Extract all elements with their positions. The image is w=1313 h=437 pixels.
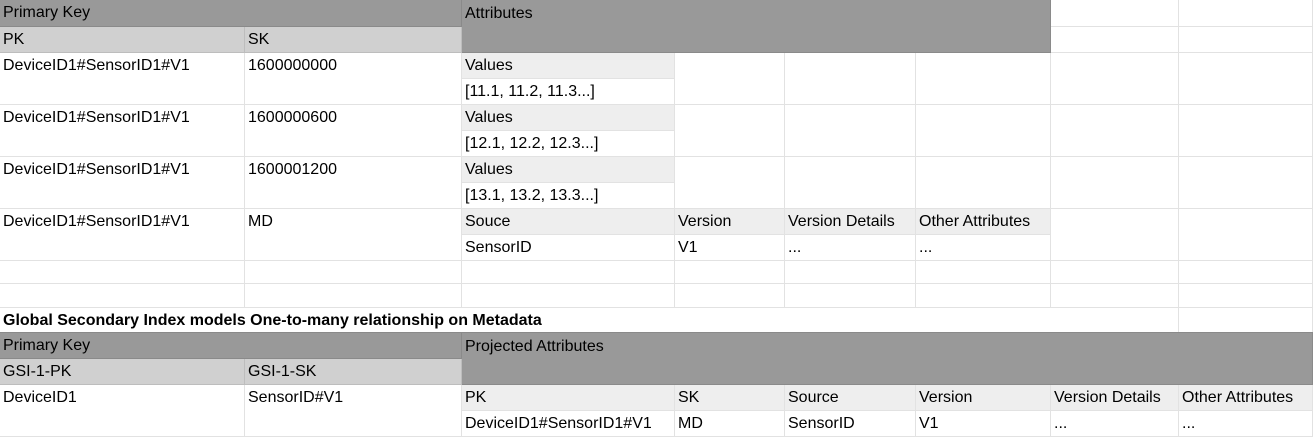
empty-cell[interactable]: [1051, 284, 1179, 308]
empty-cell[interactable]: [916, 105, 1051, 157]
cell-attr-value[interactable]: [12.1, 12.2, 12.3...]: [462, 131, 675, 157]
empty-cell[interactable]: [675, 284, 785, 308]
cell-sk[interactable]: MD: [245, 209, 462, 261]
gsi-section-title[interactable]: Global Secondary Index models One-to-man…: [0, 308, 1179, 332]
cell-attr-label[interactable]: Values: [462, 105, 675, 131]
empty-cell[interactable]: [0, 284, 245, 308]
empty-cell[interactable]: [916, 157, 1051, 209]
column-header-pk[interactable]: PK: [0, 27, 245, 53]
cell-pk[interactable]: DeviceID1#SensorID1#V1: [0, 157, 245, 209]
empty-cell[interactable]: [1179, 308, 1313, 332]
cell-attr-label[interactable]: Source: [785, 385, 916, 411]
cell-attr-value[interactable]: DeviceID1#SensorID1#V1: [462, 411, 675, 437]
empty-cell[interactable]: [1051, 157, 1179, 209]
cell-attr-value[interactable]: ...: [916, 235, 1051, 261]
empty-cell[interactable]: [785, 261, 916, 284]
cell-gsi-pk[interactable]: DeviceID1: [0, 385, 245, 437]
cell-attr-value[interactable]: [11.1, 11.2, 11.3...]: [462, 79, 675, 105]
cell-attr-label[interactable]: Version: [675, 209, 785, 235]
empty-cell[interactable]: [245, 261, 462, 284]
cell-gsi-sk[interactable]: SensorID#V1: [245, 385, 462, 437]
empty-cell[interactable]: [1179, 284, 1313, 308]
cell-attr-value[interactable]: ...: [785, 235, 916, 261]
cell-attr-label[interactable]: Version: [916, 385, 1051, 411]
empty-cell[interactable]: [1179, 261, 1313, 284]
cell-pk[interactable]: DeviceID1#SensorID1#V1: [0, 209, 245, 261]
cell-pk[interactable]: DeviceID1#SensorID1#V1: [0, 105, 245, 157]
empty-cell[interactable]: [1179, 53, 1313, 105]
column-header-sk[interactable]: SK: [245, 27, 462, 53]
empty-cell[interactable]: [785, 53, 916, 105]
empty-cell[interactable]: [1051, 261, 1179, 284]
cell-attr-label[interactable]: PK: [462, 385, 675, 411]
cell-pk[interactable]: DeviceID1#SensorID1#V1: [0, 53, 245, 105]
cell-attr-label[interactable]: SK: [675, 385, 785, 411]
cell-attr-label[interactable]: Values: [462, 53, 675, 79]
empty-cell[interactable]: [1179, 27, 1313, 53]
empty-cell[interactable]: [916, 53, 1051, 105]
attributes-header[interactable]: Attributes: [462, 0, 1051, 53]
cell-attr-value[interactable]: [13.1, 13.2, 13.3...]: [462, 183, 675, 209]
cell-attr-label[interactable]: Version Details: [785, 209, 916, 235]
empty-cell[interactable]: [675, 261, 785, 284]
empty-cell[interactable]: [462, 261, 675, 284]
empty-cell[interactable]: [0, 261, 245, 284]
projected-attributes-header[interactable]: Projected Attributes: [462, 333, 1313, 385]
cell-attr-label[interactable]: Other Attributes: [916, 209, 1051, 235]
empty-cell[interactable]: [675, 157, 785, 209]
cell-attr-value[interactable]: SensorID: [785, 411, 916, 437]
cell-attr-value[interactable]: ...: [1051, 411, 1179, 437]
cell-attr-value[interactable]: MD: [675, 411, 785, 437]
gsi-primary-key-header[interactable]: Primary Key: [0, 333, 462, 359]
empty-cell[interactable]: [1051, 0, 1179, 27]
column-header-gsi-pk[interactable]: GSI-1-PK: [0, 359, 245, 385]
cell-attr-label[interactable]: Version Details: [1051, 385, 1179, 411]
cell-attr-value[interactable]: SensorID: [462, 235, 675, 261]
empty-cell[interactable]: [1051, 209, 1179, 261]
cell-attr-value[interactable]: V1: [675, 235, 785, 261]
cell-attr-label[interactable]: Values: [462, 157, 675, 183]
empty-cell[interactable]: [785, 105, 916, 157]
cell-attr-value[interactable]: V1: [916, 411, 1051, 437]
primary-key-header[interactable]: Primary Key: [0, 0, 462, 27]
table-top-rule: [0, 332, 1313, 333]
cell-attr-label[interactable]: Other Attributes: [1179, 385, 1313, 411]
empty-cell[interactable]: [462, 284, 675, 308]
empty-cell[interactable]: [1051, 53, 1179, 105]
empty-cell[interactable]: [1051, 27, 1179, 53]
empty-cell[interactable]: [245, 284, 462, 308]
empty-cell[interactable]: [785, 157, 916, 209]
column-header-gsi-sk[interactable]: GSI-1-SK: [245, 359, 462, 385]
empty-cell[interactable]: [1179, 157, 1313, 209]
empty-cell[interactable]: [916, 284, 1051, 308]
cell-sk[interactable]: 1600001200: [245, 157, 462, 209]
empty-cell[interactable]: [1179, 0, 1313, 27]
empty-cell[interactable]: [916, 261, 1051, 284]
empty-cell[interactable]: [1179, 209, 1313, 261]
empty-cell[interactable]: [675, 53, 785, 105]
empty-cell[interactable]: [1051, 105, 1179, 157]
cell-sk[interactable]: 1600000000: [245, 53, 462, 105]
empty-cell[interactable]: [675, 105, 785, 157]
cell-sk[interactable]: 1600000600: [245, 105, 462, 157]
cell-attr-value[interactable]: ...: [1179, 411, 1313, 437]
empty-cell[interactable]: [785, 284, 916, 308]
empty-cell[interactable]: [1179, 105, 1313, 157]
cell-attr-label[interactable]: Souce: [462, 209, 675, 235]
